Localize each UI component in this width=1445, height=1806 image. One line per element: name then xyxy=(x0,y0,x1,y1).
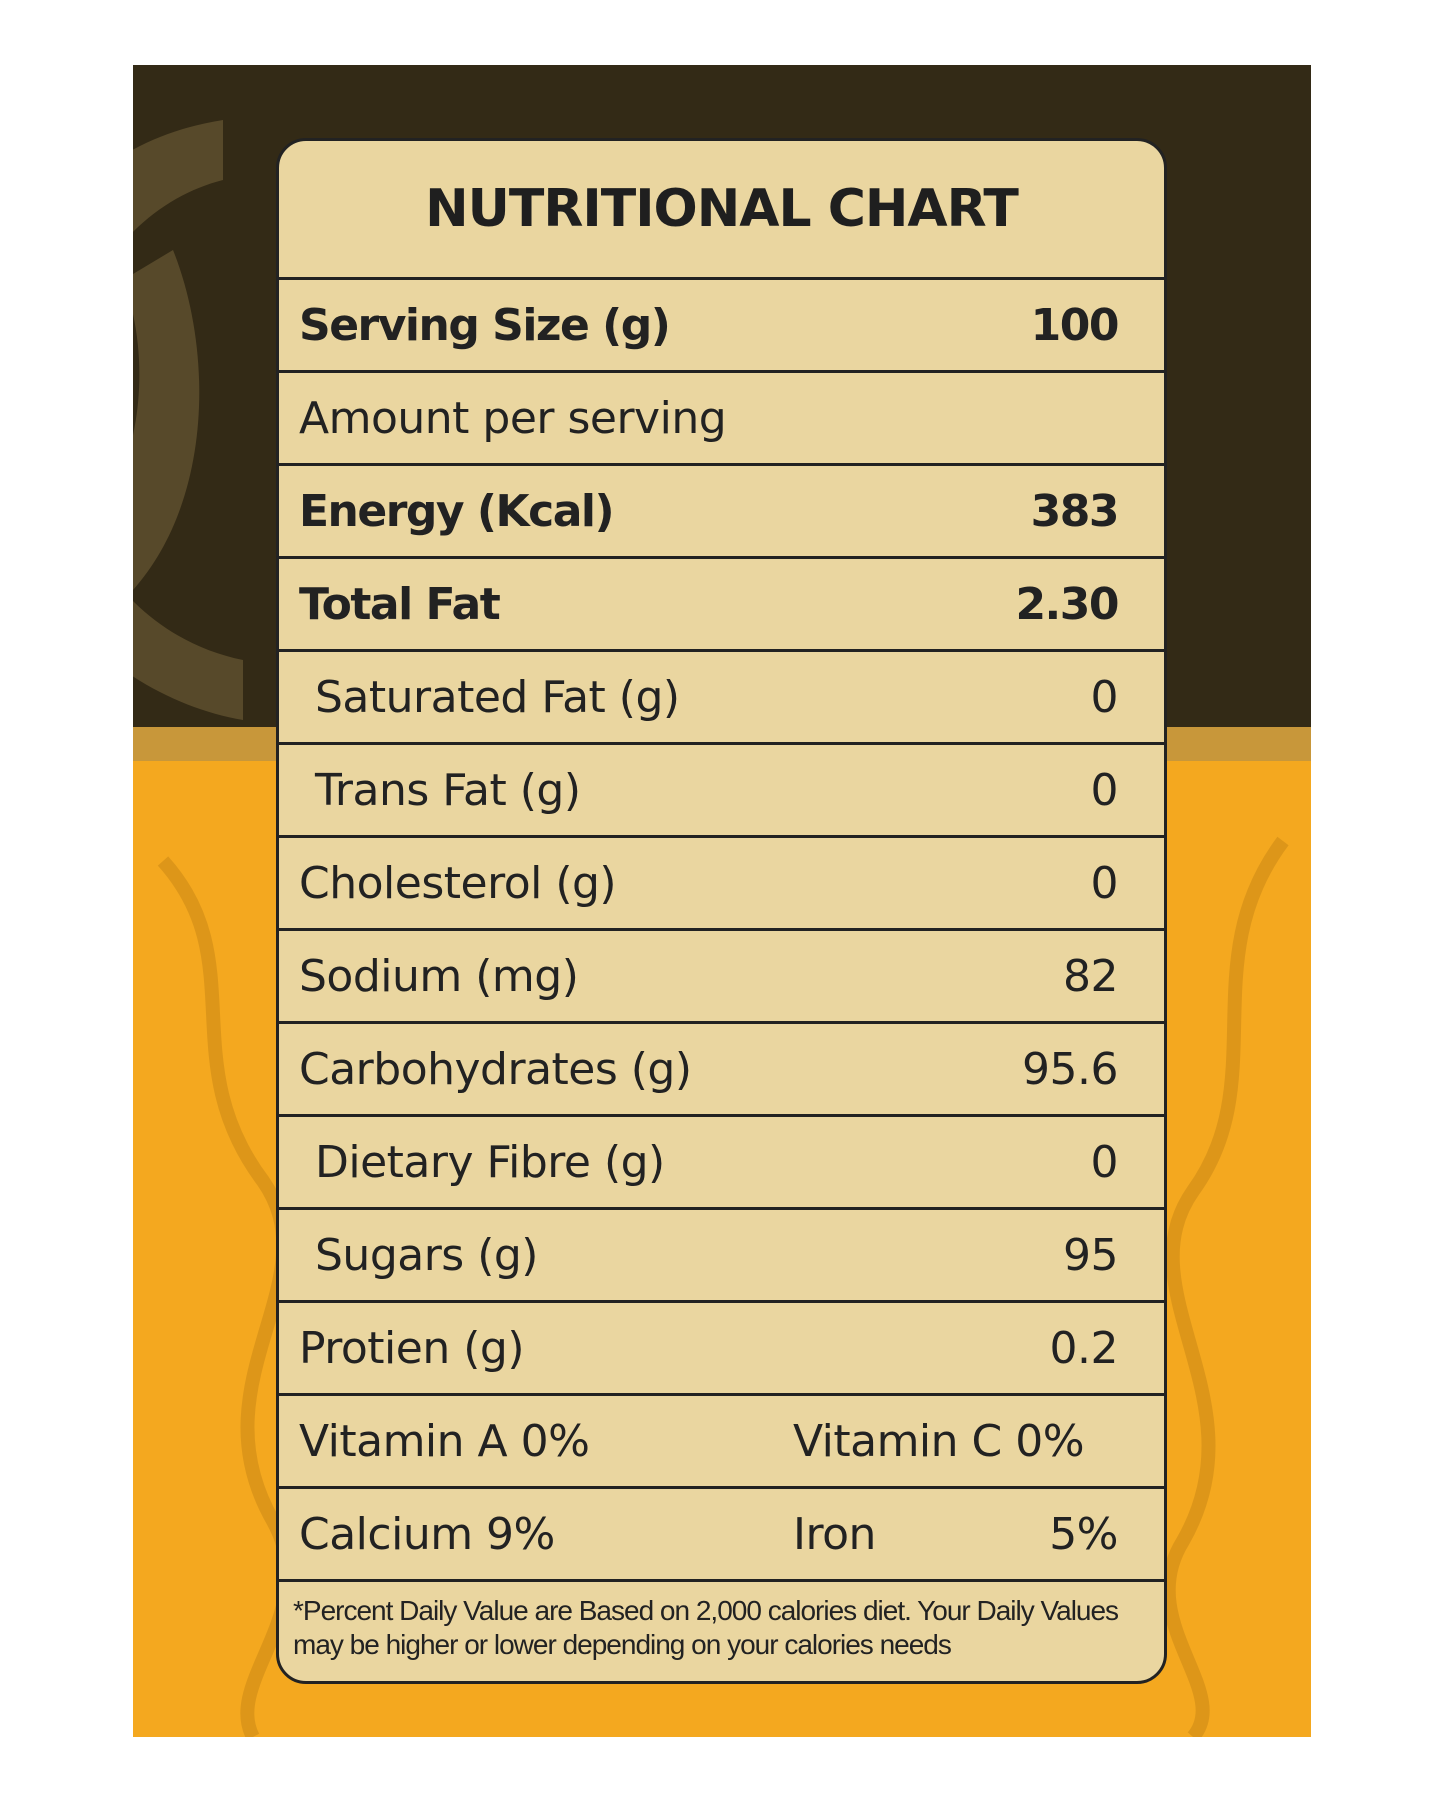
iron-label: Iron xyxy=(793,1508,876,1560)
vitamin-c: Vitamin C 0% xyxy=(793,1415,1085,1467)
nutrient-label: Amount per serving xyxy=(299,392,727,444)
nutrient-label: Cholesterol (g) xyxy=(299,857,617,909)
nutrient-label: Dietary Fibre (g) xyxy=(315,1136,665,1188)
nutrient-value: 0 xyxy=(1090,764,1119,816)
iron-value: 5% xyxy=(1049,1508,1118,1560)
nutrient-row: Amount per serving xyxy=(279,373,1164,466)
footnote: *Percent Daily Value are Based on 2,000 … xyxy=(293,1595,1119,1660)
nutrient-row: Sodium (mg) 82 xyxy=(279,931,1164,1024)
nutrient-row: Saturated Fat (g) 0 xyxy=(279,652,1164,745)
mineral-row: Calcium 9% Iron 5% xyxy=(279,1489,1164,1582)
nutrient-value: 383 xyxy=(1030,485,1120,537)
nutrient-row: Total Fat 2.30 xyxy=(279,559,1164,652)
nutrient-row: Cholesterol (g) 0 xyxy=(279,838,1164,931)
calcium: Calcium 9% xyxy=(299,1508,555,1560)
nutrient-row: Dietary Fibre (g) 0 xyxy=(279,1117,1164,1210)
nutrient-label: Sodium (mg) xyxy=(299,950,579,1002)
nutrient-value: 2.30 xyxy=(1015,578,1119,630)
nutrient-value: 100 xyxy=(1030,299,1120,351)
nutrient-row: Sugars (g) 95 xyxy=(279,1210,1164,1303)
nutrient-row: Carbohydrates (g) 95.6 xyxy=(279,1024,1164,1117)
nutrient-row: Protien (g) 0.2 xyxy=(279,1303,1164,1396)
nutrition-card: NUTRITIONAL CHART Serving Size (g) 100 Amo… xyxy=(276,138,1167,1684)
nutrient-value: 95 xyxy=(1063,1229,1119,1281)
nutrient-value: 0.2 xyxy=(1049,1322,1119,1374)
leaf-decoration-icon xyxy=(133,120,243,720)
nutrient-label: Saturated Fat (g) xyxy=(315,671,680,723)
nutrient-value: 95.6 xyxy=(1022,1043,1118,1095)
nutrient-value: 0 xyxy=(1090,671,1119,723)
nutrient-label: Protien (g) xyxy=(299,1322,524,1374)
nutrient-label: Energy (Kcal) xyxy=(299,485,615,537)
nutrient-value: 0 xyxy=(1090,857,1119,909)
nutrient-row: Trans Fat (g) 0 xyxy=(279,745,1164,838)
nutrient-row: Serving Size (g) 100 xyxy=(279,280,1164,373)
nutrient-value: 0 xyxy=(1090,1136,1119,1188)
nutrient-value: 82 xyxy=(1063,950,1119,1002)
nutrient-label: Serving Size (g) xyxy=(299,299,671,351)
vitamin-a: Vitamin A 0% xyxy=(299,1415,590,1467)
nutrient-label: Total Fat xyxy=(299,578,501,630)
nutrient-row: Energy (Kcal) 383 xyxy=(279,466,1164,559)
chart-title: NUTRITIONAL CHART xyxy=(279,141,1164,280)
nutrient-label: Trans Fat (g) xyxy=(315,764,581,816)
nutrient-label: Sugars (g) xyxy=(315,1229,538,1281)
nutrient-label: Carbohydrates (g) xyxy=(299,1043,692,1095)
vitamin-row: Vitamin A 0% Vitamin C 0% xyxy=(279,1396,1164,1489)
